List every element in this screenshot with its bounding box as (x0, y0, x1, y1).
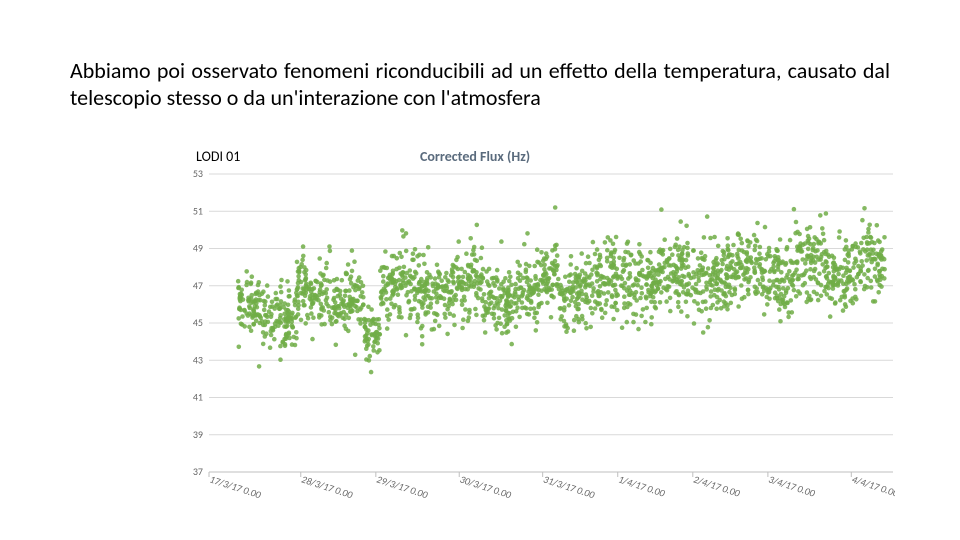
svg-text:28/3/17 0.00: 28/3/17 0.00 (300, 472, 355, 501)
svg-text:4/4/17 0.00: 4/4/17 0.00 (850, 472, 895, 499)
svg-text:45: 45 (193, 316, 203, 329)
svg-text:51: 51 (193, 204, 203, 217)
svg-text:37: 37 (193, 465, 203, 478)
svg-text:39: 39 (193, 428, 203, 441)
svg-text:2/4/17 0.00: 2/4/17 0.00 (692, 472, 743, 499)
svg-text:1/4/17 0.00: 1/4/17 0.00 (617, 472, 668, 499)
svg-text:53: 53 (193, 170, 203, 180)
svg-text:17/3/17 0.00: 17/3/17 0.00 (208, 472, 263, 501)
svg-text:41: 41 (193, 391, 203, 404)
svg-text:30/3/17 0.00: 30/3/17 0.00 (458, 472, 513, 501)
svg-text:49: 49 (193, 242, 203, 255)
chart-title: Corrected Flux (Hz) (420, 148, 530, 165)
chart-svg: 37 39 41 43 45 47 49 51 53 17/3/17 0.00 28/3/17 0.… (175, 170, 895, 522)
description-paragraph: Abbiamo poi osservato fenomeni riconduci… (70, 58, 890, 112)
svg-text:47: 47 (193, 279, 203, 292)
svg-text:31/3/17 0.00: 31/3/17 0.00 (542, 472, 597, 501)
scatter-chart: 37 39 41 43 45 47 49 51 53 17/3/17 0.00 28/3/17 0.… (175, 170, 895, 522)
svg-text:43: 43 (193, 353, 203, 366)
station-label: LODI 01 (196, 148, 240, 165)
svg-text:29/3/17 0.00: 29/3/17 0.00 (375, 472, 430, 501)
svg-text:3/4/17 0.00: 3/4/17 0.00 (767, 472, 818, 499)
